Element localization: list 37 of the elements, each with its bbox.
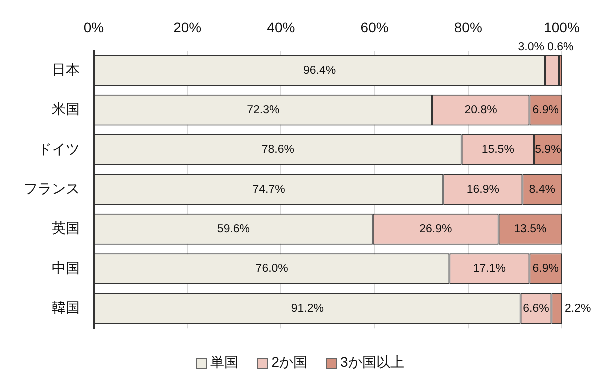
data-label: 0.6% [547,41,574,54]
data-label: 20.8% [464,104,498,116]
data-label: 72.3% [247,104,280,116]
y-tick-label: 中国 [52,260,80,276]
x-tick-label: 40% [267,19,296,36]
data-label: 15.5% [482,144,514,156]
x-tick-label: 60% [360,19,389,36]
y-tick-label: 韓国 [52,300,80,316]
y-tick-label: 日本 [52,62,80,78]
data-label: 16.9% [466,184,500,196]
y-tick-label: 英国 [52,220,80,236]
x-tick-label: 0% [84,19,104,36]
data-label: 3.0% [518,41,544,54]
x-tick-label: 100% [544,19,580,36]
data-label: 6.6% [523,302,550,315]
data-label: 26.9% [420,224,452,236]
legend-label: 3か国以上 [340,354,404,372]
y-tick-label: フランス [24,180,80,197]
text: 単国 [210,354,239,372]
legend-label: 2か国 [272,354,308,372]
data-label: 6.9% [532,104,559,116]
data-label: 59.6% [217,224,250,236]
data-label: 5.9% [535,144,562,156]
x-tick-label: 80% [454,19,482,36]
x-tick-label: 20% [174,19,202,36]
data-label: 76.0% [256,263,288,276]
data-label: 96.4% [304,64,336,77]
data-label: 8.4% [529,184,556,196]
y-tick-label: ドイツ [38,140,80,157]
data-label: 6.9% [532,263,559,276]
data-label: 17.1% [473,263,506,276]
data-label: 78.6% [262,144,294,156]
data-label: 74.7% [252,184,286,196]
y-tick-label: 米国 [52,101,80,118]
data-label: 13.5% [514,224,547,236]
data-label: 2.2% [565,302,592,315]
data-label: 91.2% [291,302,324,315]
